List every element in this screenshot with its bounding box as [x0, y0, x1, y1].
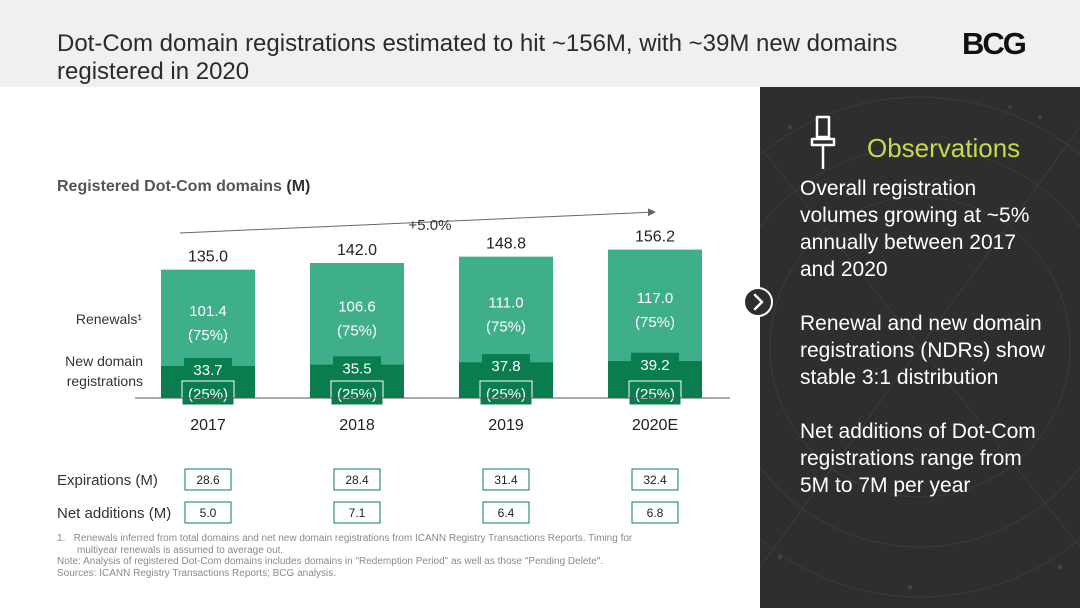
category-label: 2017 — [190, 417, 226, 434]
bar-renewals — [608, 249, 702, 361]
total-label: 135.0 — [188, 249, 228, 266]
renewals-value-label: 101.4 — [189, 303, 227, 320]
new-pct-label: (25%) — [635, 386, 675, 403]
bar-renewals — [459, 256, 553, 363]
bar-renewals — [161, 269, 255, 366]
row-value-box — [482, 501, 530, 524]
chevron-right-icon — [753, 293, 764, 311]
total-label: 142.0 — [337, 242, 377, 259]
new-value-label: 35.5 — [342, 360, 371, 377]
new-value-label: 33.7 — [193, 362, 222, 379]
observation-1: Overall registration volumes growing at … — [800, 177, 1030, 281]
footnote-1: 1. Renewals inferred from total domains … — [57, 533, 633, 544]
row-value-label: 31.4 — [494, 473, 518, 487]
row-label: Net additions (M) — [57, 505, 171, 522]
renewals-pct-label: (75%) — [337, 323, 377, 340]
renewals-value-label: 111.0 — [488, 294, 523, 311]
new-value-box — [333, 356, 381, 379]
new-pct-label: (25%) — [486, 386, 526, 403]
row-value-box — [631, 468, 679, 491]
row-value-label: 7.1 — [349, 506, 366, 520]
next-button[interactable] — [743, 287, 773, 317]
header-bar — [0, 0, 1080, 87]
new-domains-series-label: New domain — [65, 353, 143, 369]
renewals-value-label: 106.6 — [338, 299, 376, 316]
category-label: 2020E — [632, 417, 678, 434]
observation-3: Net additions of Dot-Com registrations r… — [800, 420, 1036, 497]
new-value-label: 39.2 — [640, 357, 669, 374]
new-pct-label: (25%) — [337, 386, 377, 403]
row-value-label: 6.4 — [498, 506, 515, 520]
renewals-pct-label: (75%) — [188, 327, 228, 344]
growth-label: +5.0% — [409, 217, 452, 234]
row-value-label: 6.8 — [647, 506, 664, 520]
chart-title: Registered Dot-Com domains (M) — [57, 178, 310, 196]
growth-arrow-line — [179, 208, 656, 234]
chart-title-text: Registered Dot-Com domains — [57, 178, 282, 195]
row-value-box — [631, 501, 679, 524]
new-value-box — [631, 352, 679, 375]
row-value-label: 28.4 — [345, 473, 369, 487]
observations-panel: Observations Overall registration volume… — [760, 87, 1080, 608]
row-value-box — [184, 501, 232, 524]
row-value-label: 32.4 — [643, 473, 667, 487]
new-pct-box — [479, 380, 533, 406]
row-value-box — [333, 501, 381, 524]
chart-title-unit: (M) — [286, 178, 311, 195]
new-domains-series-label: registrations — [67, 373, 143, 389]
new-value-box — [184, 357, 232, 380]
renewals-series-label: Renewals¹ — [76, 311, 142, 327]
new-pct-box — [330, 380, 384, 406]
observation-2: Renewal and new domain registrations (ND… — [800, 312, 1046, 389]
row-value-label: 28.6 — [196, 473, 220, 487]
observations-title: Observations — [867, 133, 1021, 163]
renewals-value-label: 117.0 — [637, 290, 673, 307]
footnote-sources: Sources: ICANN Registry Transactions Rep… — [57, 567, 336, 579]
category-label: 2019 — [488, 417, 524, 434]
total-label: 156.2 — [635, 229, 675, 246]
pushpin-icon — [810, 115, 836, 169]
category-label: 2018 — [339, 417, 375, 434]
footnotes: 1. Renewals inferred from total domains … — [57, 533, 727, 579]
row-value-label: 5.0 — [200, 506, 217, 520]
bar-renewals — [310, 263, 404, 365]
panel-decoration — [760, 96, 1080, 598]
renewals-pct-label: (75%) — [635, 314, 675, 331]
new-pct-box — [181, 380, 235, 406]
new-value-label: 37.8 — [491, 358, 520, 375]
row-value-box — [333, 468, 381, 491]
footnote-note: Note: Analysis of registered Dot-Com dom… — [57, 556, 604, 567]
row-value-box — [184, 468, 232, 491]
row-value-box — [482, 468, 530, 491]
stacked-bar-chart: +5.0% 101.4 (75%) 33.7 (25%) 135.0 2017 106.6 (7… — [57, 208, 730, 524]
new-pct-box — [628, 380, 682, 406]
page-title: Dot-Com domain registrations estimated t… — [57, 30, 898, 85]
total-label: 148.8 — [486, 236, 526, 253]
row-label: Expirations (M) — [57, 472, 158, 489]
bcg-logo: BCG — [962, 26, 1027, 61]
new-pct-label: (25%) — [188, 386, 228, 403]
footnote-1-cont: multiyear renewals is assumed to average… — [77, 544, 284, 556]
new-value-box — [482, 354, 530, 377]
renewals-pct-label: (75%) — [486, 318, 526, 335]
observations-list: Overall registration volumes growing at … — [800, 175, 1050, 526]
